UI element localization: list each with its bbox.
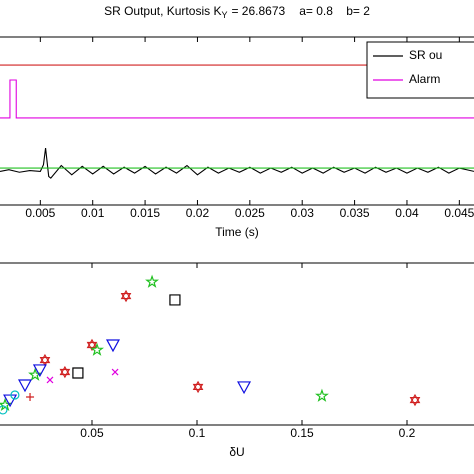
scatter-point xyxy=(105,339,120,353)
x-tick-label: 0.03 xyxy=(291,206,315,220)
scatter-point xyxy=(409,393,421,407)
scatter-point xyxy=(26,392,35,401)
scatter-point xyxy=(169,294,181,306)
x-tick-label: 0.2 xyxy=(399,426,416,440)
x-tick-label: 0.045 xyxy=(444,206,474,220)
x-tick-label: 0.15 xyxy=(290,426,314,440)
legend-label: Alarm xyxy=(409,72,440,86)
scatter-point xyxy=(17,379,33,393)
scatter-point xyxy=(39,353,51,367)
scatter-point xyxy=(145,274,160,288)
scatter-point xyxy=(72,367,84,379)
x-tick-label: 0.04 xyxy=(395,206,419,220)
x-axis-label: δU xyxy=(229,445,244,459)
legend: SR ou Alarm xyxy=(366,41,474,99)
scatter-point xyxy=(86,338,98,352)
scatter-point xyxy=(192,380,204,394)
scatter-point xyxy=(59,365,71,379)
legend-box xyxy=(366,41,474,99)
x-tick-label: 0.025 xyxy=(235,206,265,220)
scatter-point xyxy=(3,394,18,408)
axes-box xyxy=(0,262,474,426)
line-series xyxy=(0,79,474,119)
scatter-point xyxy=(32,364,47,378)
legend-label: SR ou xyxy=(409,48,442,62)
x-tick-label: 0.1 xyxy=(189,426,206,440)
x-axis-label: Time (s) xyxy=(215,225,259,239)
chart-title: SR Output, Kurtosis KY = 26.8673 a= 0.8 b=… xyxy=(104,4,370,20)
x-tick-label: 0.005 xyxy=(25,206,55,220)
scatter-point xyxy=(111,368,119,376)
scatter-point xyxy=(120,289,132,303)
title-subscript: Y xyxy=(221,10,227,20)
scatter-point xyxy=(237,381,252,395)
line-series xyxy=(0,147,474,179)
x-tick-label: 0.05 xyxy=(80,426,104,440)
scatter-point xyxy=(90,342,104,356)
scatter-point xyxy=(0,405,8,415)
title-text: SR Output, Kurtosis K xyxy=(104,4,221,18)
title-value: = 26.8673 xyxy=(231,4,285,18)
x-tick-label: 0.035 xyxy=(340,206,370,220)
scatter-point xyxy=(10,390,20,400)
scatter-point xyxy=(314,388,329,402)
x-tick-label: 0.015 xyxy=(130,206,160,220)
x-tick-label: 0.01 xyxy=(81,206,105,220)
title-params: a= 0.8 b= 2 xyxy=(299,4,370,18)
scatter-point xyxy=(46,376,54,384)
x-tick-label: 0.02 xyxy=(186,206,210,220)
